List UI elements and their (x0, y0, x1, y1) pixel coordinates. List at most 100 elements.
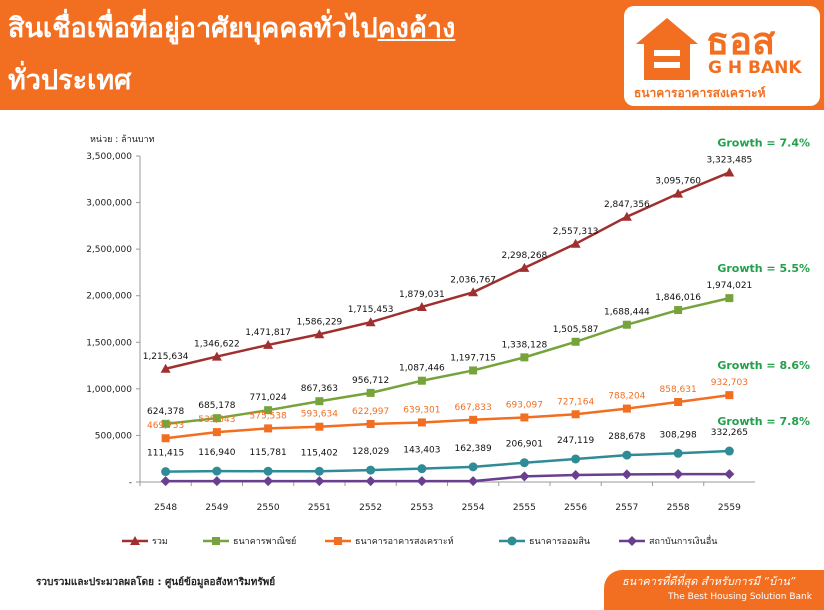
loan-line-chart: หน่วย : ล้านบาท - 500,000 1,000,000 1,500,00… (0, 110, 824, 570)
data-label: 1,879,031 (399, 290, 445, 300)
data-label: 593,634 (301, 410, 338, 420)
legend-label: ธนาคารพาณิชย์ (233, 535, 296, 547)
y-tick-label: 1,000,000 (86, 385, 132, 395)
y-tick-label: 3,000,000 (86, 199, 132, 209)
series-4-point (212, 476, 222, 486)
y-tick-label: 500,000 (95, 431, 132, 441)
series-3-point (315, 467, 324, 476)
x-tick-label: 2552 (359, 503, 382, 513)
data-label: 693,097 (506, 400, 543, 410)
series-3-point (674, 449, 683, 458)
series-1-point (572, 338, 580, 346)
unit-label: หน่วย : ล้านบาท (90, 134, 155, 145)
data-label: 308,298 (660, 430, 697, 440)
x-tick-label: 2548 (154, 503, 177, 513)
series-4-point (724, 469, 734, 479)
series-3-point (264, 467, 273, 476)
series-1-point (315, 397, 323, 405)
data-label: 956,712 (352, 376, 389, 386)
series-3-point (571, 454, 580, 463)
data-label: 575,538 (250, 411, 287, 421)
data-label: 143,403 (403, 446, 440, 456)
series-4-point (622, 469, 632, 479)
series-2-point (725, 391, 733, 399)
data-label: 624,378 (147, 407, 184, 417)
data-label: 1,087,446 (399, 364, 445, 374)
logo-thai-text: ธนาคารอาคารสงเคราะห์ (634, 84, 765, 103)
series-1-point (725, 294, 733, 302)
series-3-point (161, 467, 170, 476)
growth-annotation: Growth = 7.8% (717, 415, 810, 428)
series-3-point (212, 467, 221, 476)
title-underlined: คงค้าง (378, 13, 456, 44)
title-prefix: สินเชื่อเพื่อที่อยู่อาศัยบุคคลทั่วไป (8, 13, 378, 44)
data-label: 115,402 (301, 448, 338, 458)
y-tick-label: 2,500,000 (86, 245, 132, 255)
data-label: 2,036,767 (450, 275, 496, 285)
x-tick-label: 2559 (718, 503, 741, 513)
data-label: 622,997 (352, 407, 389, 417)
series-1-point (418, 377, 426, 385)
series-2-point (418, 418, 426, 426)
data-label: 206,901 (506, 440, 543, 450)
footer-slogan-thai: ธนาคารที่ดีที่สุด สำหรับการมี “บ้าน” (622, 572, 795, 590)
data-label: 288,678 (608, 432, 645, 442)
series-4-point (263, 476, 273, 486)
series-2-point (367, 420, 375, 428)
growth-annotation: Growth = 7.4% (717, 136, 810, 149)
x-tick-label: 2558 (667, 503, 690, 513)
house-logo-icon (632, 14, 702, 84)
series-2-point (674, 398, 682, 406)
data-label: 1,586,229 (296, 317, 342, 327)
growth-annotation: Growth = 5.5% (717, 262, 810, 275)
data-label: 932,703 (711, 378, 748, 388)
data-label: 1,688,444 (604, 308, 650, 318)
data-label: 1,846,016 (655, 293, 701, 303)
growth-annotation: Growth = 8.6% (717, 359, 810, 372)
data-label: 469,753 (147, 421, 184, 431)
legend-label: รวม (152, 537, 168, 547)
y-tick-label: - (129, 478, 132, 488)
series-4-point (468, 476, 478, 486)
series-3-point (725, 447, 734, 456)
series-2-point (469, 416, 477, 424)
data-label: 1,197,715 (450, 353, 496, 363)
logo-subtext: G H BANK (708, 58, 802, 78)
series-2-point (520, 413, 528, 421)
x-tick-label: 2549 (205, 503, 228, 513)
series-3-point (366, 466, 375, 475)
data-label: 1,471,817 (245, 328, 291, 338)
data-label: 667,833 (455, 403, 492, 413)
page-title-line1: สินเชื่อเพื่อที่อยู่อาศัยบุคคลทั่วไปคงค้… (8, 6, 455, 49)
y-tick-label: 2,000,000 (86, 292, 132, 302)
data-label: 1,338,128 (501, 340, 547, 350)
series-1-point (674, 306, 682, 314)
y-tick-label: 1,500,000 (86, 338, 132, 348)
series-2-point (572, 410, 580, 418)
footer-slogan-english: The Best Housing Solution Bank (668, 592, 812, 602)
series-3-point (622, 451, 631, 460)
data-label: 1,505,587 (553, 325, 599, 335)
x-tick-label: 2550 (257, 503, 280, 513)
data-label: 116,940 (198, 448, 235, 458)
y-tick-label: 3,500,000 (86, 152, 132, 162)
data-label: 247,119 (557, 436, 594, 446)
legend-label: สถาบันการเงินอื่น (649, 534, 717, 547)
series-3-point (520, 458, 529, 467)
series-line-4 (166, 474, 730, 481)
series-4-point (417, 476, 427, 486)
series-2-point (315, 423, 323, 431)
series-2-point (213, 428, 221, 436)
data-label: 115,781 (250, 448, 287, 458)
data-label: 3,323,485 (706, 155, 752, 165)
series-4-point (673, 469, 683, 479)
data-label: 1,215,634 (143, 352, 189, 362)
data-label: 128,029 (352, 447, 389, 457)
series-4-point (571, 470, 581, 480)
data-label: 111,415 (147, 449, 184, 459)
legend-marker-1 (212, 537, 220, 545)
data-label: 788,204 (608, 392, 645, 402)
series-2-point (264, 424, 272, 432)
data-label: 867,363 (301, 384, 338, 394)
data-label: 332,265 (711, 428, 748, 438)
